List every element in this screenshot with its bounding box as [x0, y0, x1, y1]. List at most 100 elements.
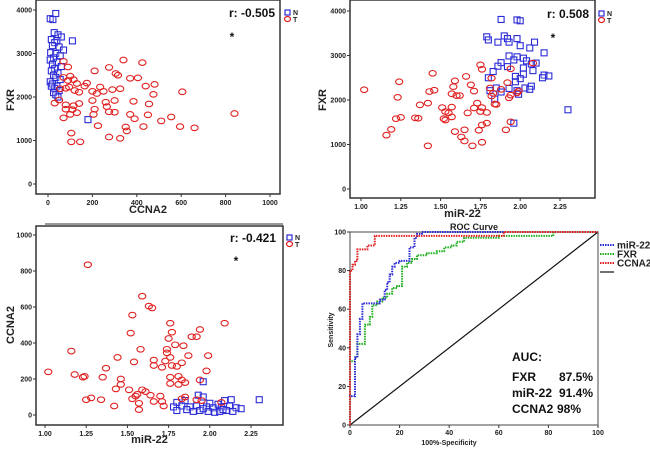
point-n [178, 402, 186, 410]
point-t [396, 114, 405, 121]
point-t [157, 363, 167, 371]
point-t [177, 395, 186, 403]
point-t [70, 371, 79, 378]
point-t [80, 372, 89, 380]
point-t [138, 59, 147, 66]
x-tick-label: 1.75 [162, 431, 176, 438]
legend-marker-n [598, 10, 605, 17]
y-tick-label: 40 [338, 345, 346, 352]
point-n [211, 408, 219, 416]
legend-label: miR-22 [617, 241, 650, 252]
point-t [111, 70, 120, 77]
x-tick-label: 1.50 [121, 431, 135, 438]
point-n [519, 64, 527, 72]
x-tick-label: 600 [175, 200, 187, 207]
point-t [187, 333, 196, 341]
point-t [474, 126, 483, 134]
point-t [116, 381, 125, 388]
point-t [506, 65, 515, 73]
x-tick-label: 1.00 [354, 204, 368, 211]
legend-marker-t [597, 16, 606, 24]
point-t [487, 74, 496, 82]
point-t [506, 118, 515, 126]
series-t [360, 59, 538, 150]
point-t [161, 357, 170, 365]
point-n [526, 44, 534, 52]
y-tick-label: 200 [20, 377, 32, 384]
point-t [177, 359, 186, 367]
x-tick-label: 400 [131, 200, 143, 207]
point-n [511, 72, 519, 80]
roc-line-reference [349, 231, 599, 426]
point-t [54, 96, 64, 104]
point-t [167, 328, 177, 336]
point-t [139, 123, 148, 130]
point-t [202, 367, 211, 375]
point-n [229, 407, 237, 415]
series-n [46, 9, 92, 124]
point-t [67, 138, 76, 146]
point-t [192, 333, 201, 341]
point-n [538, 74, 547, 82]
plot-frame [349, 0, 596, 199]
point-t [86, 394, 96, 402]
point-t [393, 93, 402, 101]
point-t [122, 127, 131, 135]
point-n [505, 52, 513, 60]
legend-marker-n [284, 9, 291, 16]
point-t [485, 84, 495, 92]
point-t [78, 373, 88, 381]
point-t [204, 352, 213, 359]
x-tick-label: 1.75 [474, 204, 488, 211]
point-t [391, 115, 401, 123]
point-t [190, 124, 199, 132]
point-t [146, 391, 155, 399]
point-n [529, 67, 537, 75]
point-t [195, 326, 205, 333]
point-t [461, 73, 471, 80]
point-t [184, 352, 193, 359]
point-t [460, 126, 469, 134]
point-t [119, 56, 128, 64]
point-n [50, 29, 58, 37]
x-tick-label: 1.25 [394, 204, 408, 211]
point-t [133, 74, 143, 82]
point-t [64, 83, 74, 91]
point-t [482, 119, 491, 127]
y-tick-label: 2000 [16, 95, 32, 102]
point-t [171, 341, 180, 349]
significance-marker: * [234, 254, 239, 268]
point-t [217, 399, 226, 406]
point-t [410, 114, 420, 122]
point-t [441, 116, 450, 124]
point-n [189, 407, 197, 415]
legend: NT [283, 9, 298, 24]
point-t [488, 89, 498, 97]
point-t [387, 126, 396, 133]
y-tick-label: 3000 [330, 53, 346, 60]
point-t [59, 114, 68, 122]
y-tick-label: 0 [342, 187, 346, 194]
x-tick-label: 0 [348, 430, 352, 437]
correlation-annotation: r: 0.508 [547, 7, 589, 21]
point-n [484, 36, 492, 44]
y-tick-label: 100 [334, 230, 346, 237]
point-n [52, 9, 60, 18]
auc-value: 87.5% [559, 370, 593, 384]
point-t [110, 108, 119, 116]
point-t [98, 373, 107, 381]
point-n [540, 49, 548, 57]
point-t [468, 142, 477, 150]
x-tick-label: 40 [445, 430, 453, 437]
correlation-annotation: r: -0.421 [230, 231, 276, 245]
point-t [63, 63, 73, 71]
point-t [110, 402, 119, 410]
x-tick-label: 1000 [262, 200, 278, 207]
x-tick-label: 20 [396, 430, 404, 437]
point-t [455, 92, 464, 99]
point-t [528, 59, 538, 67]
correlation-annotation: r: -0.505 [229, 6, 275, 20]
point-t [93, 122, 103, 130]
point-t [67, 347, 76, 355]
